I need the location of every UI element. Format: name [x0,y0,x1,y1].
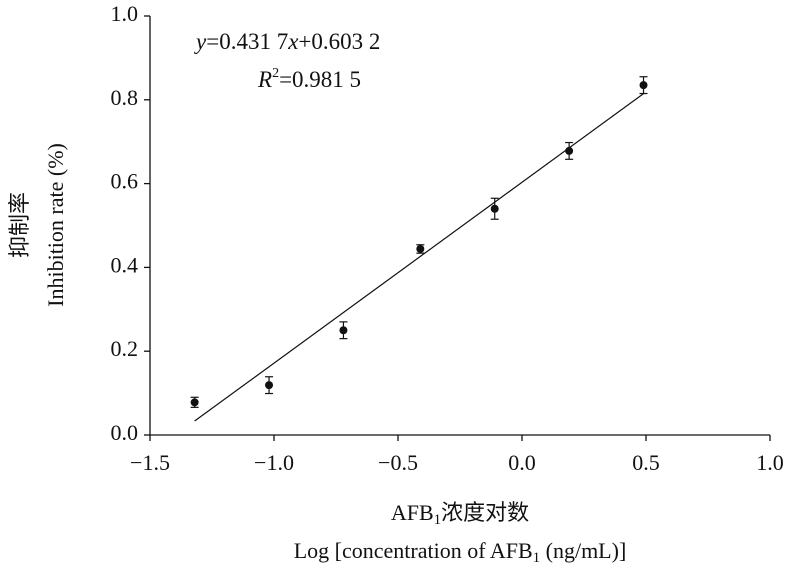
x-axis-label: AFB1浓度对数 [391,500,529,528]
x-tick-label: −1.0 [254,450,294,475]
x-tick-label: 0.0 [508,450,536,475]
y-tick-label: 0.0 [111,420,139,445]
x-axis-label: Log [concentration of AFB1 (ng/mL)] [294,538,627,566]
y-axis-label: 抑制率 [7,192,32,258]
point [190,398,199,407]
y-tick-label: 0.4 [111,252,139,277]
point [639,81,648,90]
y-tick-label: 0.6 [111,169,139,194]
point [490,204,499,213]
y-tick-label: 0.8 [111,85,139,110]
y-axis-label: Inhibition rate (%) [43,143,68,307]
x-tick-label: 0.5 [632,450,660,475]
y-tick-label: 1.0 [111,1,139,26]
x-tick-label: −0.5 [378,450,418,475]
x-tick-label: 1.0 [756,450,784,475]
point [565,146,574,155]
point [416,244,425,253]
point [265,381,274,390]
y-tick-label: 0.2 [111,336,139,361]
fit-r2: R2=0.981 5 [257,66,361,92]
fit-line [194,93,644,422]
fit-equation: y=0.431 7x+0.603 2 [194,29,380,54]
x-tick-label: −1.5 [130,450,170,475]
point [339,326,348,335]
